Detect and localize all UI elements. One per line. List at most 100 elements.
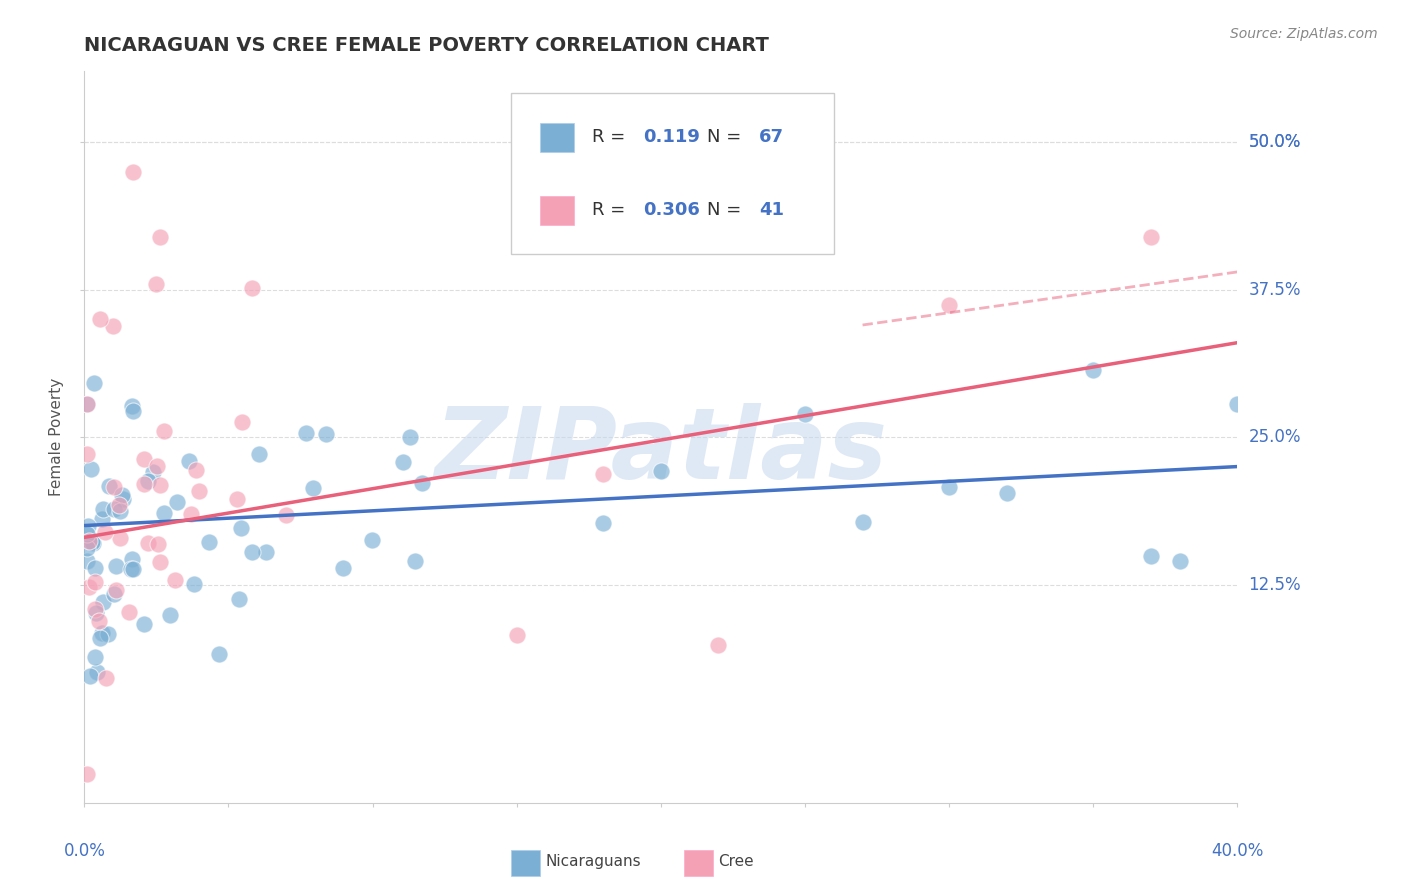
Point — [153, 424, 176, 438]
Point — [86, 665, 108, 679]
Point — [91, 512, 114, 526]
Point — [89, 312, 111, 326]
Point — [77, 534, 100, 549]
Text: N =: N = — [707, 202, 741, 219]
Text: 41: 41 — [759, 202, 783, 219]
Point — [76, 447, 98, 461]
Point — [84, 606, 107, 620]
Point — [82, 536, 104, 550]
Point — [166, 495, 188, 509]
Point — [136, 536, 159, 550]
Point — [103, 480, 125, 494]
Point — [145, 277, 167, 291]
Point — [228, 591, 250, 606]
Point — [97, 479, 120, 493]
Point — [122, 562, 145, 576]
Point — [89, 614, 111, 628]
Point — [76, 396, 98, 410]
Point — [592, 516, 614, 530]
Point — [91, 595, 114, 609]
Point — [111, 492, 134, 507]
Point — [208, 647, 231, 661]
Point — [240, 545, 263, 559]
Point — [108, 498, 131, 512]
Point — [103, 587, 125, 601]
Point — [83, 376, 105, 390]
Point — [995, 485, 1018, 500]
Point — [392, 455, 415, 469]
Point — [83, 561, 105, 575]
Point — [83, 602, 105, 616]
Text: 0.0%: 0.0% — [63, 842, 105, 860]
Point — [794, 407, 817, 421]
Point — [153, 506, 176, 520]
Text: Nicaraguans: Nicaraguans — [546, 854, 641, 869]
Point — [111, 488, 134, 502]
Point — [938, 298, 960, 312]
Point — [506, 628, 529, 642]
FancyBboxPatch shape — [510, 850, 540, 876]
Point — [82, 536, 104, 550]
Point — [404, 553, 426, 567]
Point — [134, 617, 156, 632]
Text: 25.0%: 25.0% — [1249, 428, 1301, 446]
Point — [186, 463, 208, 477]
Text: 37.5%: 37.5% — [1249, 281, 1301, 299]
FancyBboxPatch shape — [683, 850, 713, 876]
Point — [118, 605, 141, 619]
Y-axis label: Female Poverty: Female Poverty — [49, 378, 65, 496]
Point — [76, 519, 98, 533]
Point — [650, 464, 672, 478]
Point — [1226, 397, 1249, 411]
Point — [294, 426, 316, 441]
Text: 50.0%: 50.0% — [1249, 133, 1301, 151]
Point — [146, 458, 169, 473]
Point — [276, 508, 298, 522]
Text: 40.0%: 40.0% — [1211, 842, 1264, 860]
Point — [198, 535, 221, 549]
Point — [165, 573, 187, 587]
Point — [94, 671, 117, 685]
Point — [76, 767, 98, 781]
FancyBboxPatch shape — [540, 122, 575, 152]
Point — [76, 554, 98, 568]
Point — [1083, 363, 1105, 377]
Text: 0.119: 0.119 — [644, 128, 700, 146]
Point — [105, 583, 128, 598]
Point — [142, 466, 165, 480]
Text: 50.0%: 50.0% — [1249, 133, 1301, 151]
Point — [183, 577, 205, 591]
Point — [136, 474, 159, 488]
Point — [149, 478, 172, 492]
Text: 67: 67 — [759, 128, 783, 146]
Text: N =: N = — [707, 128, 741, 146]
Point — [149, 555, 172, 569]
Point — [121, 164, 143, 178]
Point — [411, 476, 433, 491]
Point — [84, 574, 107, 589]
Point — [187, 483, 209, 498]
Text: ZIPatlas: ZIPatlas — [434, 403, 887, 500]
Point — [231, 415, 253, 429]
Point — [91, 501, 114, 516]
Text: Cree: Cree — [718, 854, 754, 869]
Point — [592, 467, 614, 482]
Point — [332, 560, 354, 574]
Point — [852, 516, 875, 530]
Point — [97, 626, 120, 640]
Point — [1140, 229, 1163, 244]
Point — [1140, 549, 1163, 563]
Point — [226, 492, 249, 507]
Point — [159, 607, 181, 622]
Point — [110, 531, 132, 545]
Point — [94, 524, 117, 539]
FancyBboxPatch shape — [510, 94, 834, 254]
Point — [132, 477, 155, 491]
Text: R =: R = — [592, 128, 624, 146]
Point — [399, 430, 422, 444]
Point — [707, 638, 730, 652]
Point — [76, 541, 98, 555]
Point — [80, 461, 103, 475]
Point — [120, 562, 142, 576]
Point — [247, 446, 270, 460]
